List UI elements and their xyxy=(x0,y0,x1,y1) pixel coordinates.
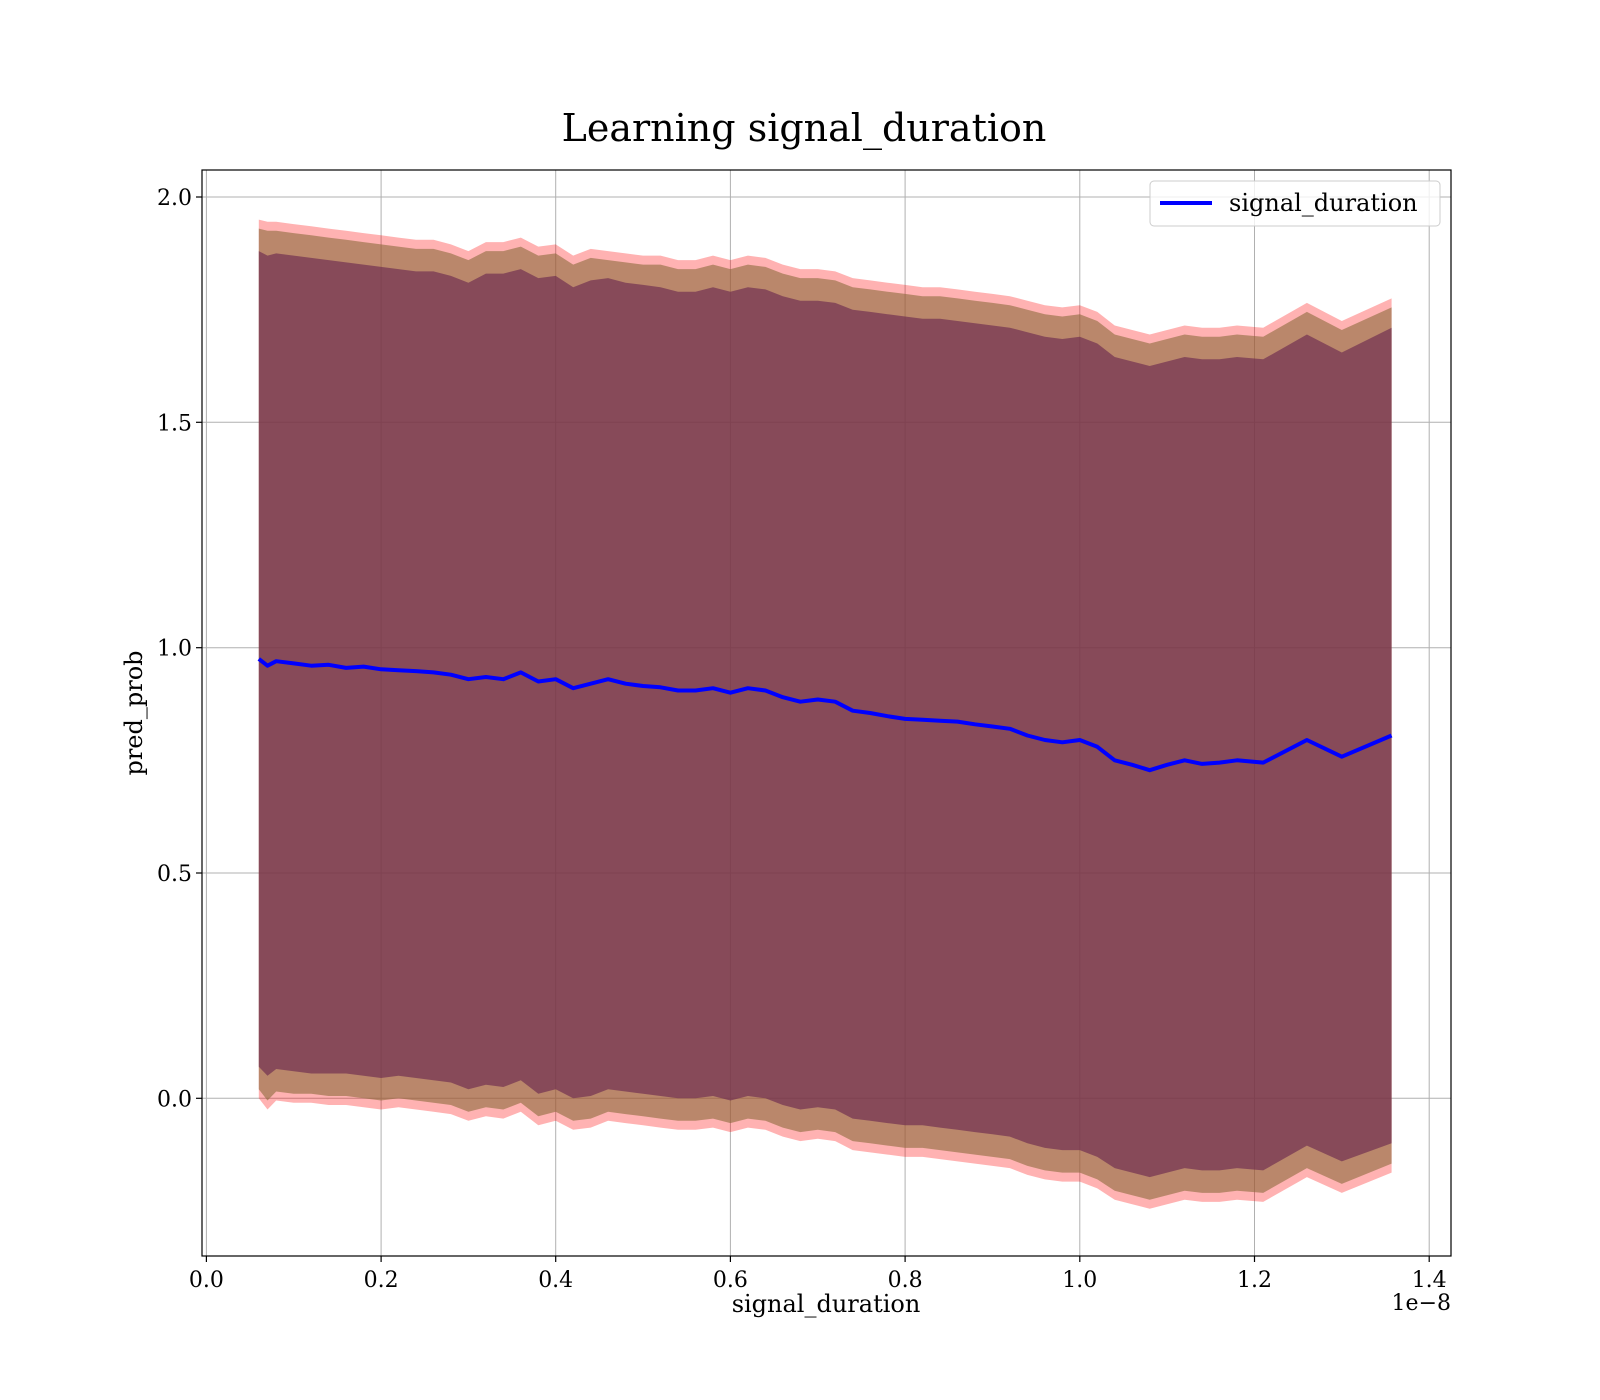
x-tick-label: 0.4 xyxy=(538,1268,573,1293)
x-tick-label: 0.0 xyxy=(189,1268,224,1293)
x-tick-label: 1.2 xyxy=(1237,1268,1272,1293)
confidence-band-inner xyxy=(258,251,1392,1178)
legend-label: signal_duration xyxy=(1229,189,1418,217)
x-tick-label: 0.8 xyxy=(888,1268,923,1293)
y-tick-label: 2.0 xyxy=(157,186,192,211)
y-tick-label: 0.5 xyxy=(157,862,192,887)
confidence-bands xyxy=(258,219,1392,1209)
x-tick-label: 1.0 xyxy=(1062,1268,1097,1293)
series-line-signal-duration xyxy=(257,657,1393,773)
y-tick-label: 1.5 xyxy=(157,411,192,436)
y-tick-label: 0.0 xyxy=(157,1087,192,1112)
x-tick-label: 1.4 xyxy=(1412,1268,1447,1293)
axis-ticks: 0.0 0.2 0.4 0.6 0.8 1.0 1.2 1.4 0.0 0.5 1.0 1.5 2.0 xyxy=(157,186,1447,1293)
series-lines xyxy=(257,657,1393,773)
y-tick-label: 1.0 xyxy=(157,637,192,662)
chart-title: Learning signal_duration xyxy=(562,106,1047,151)
x-axis-offset-label: 1e−8 xyxy=(1392,1291,1451,1316)
plot-area-frame xyxy=(201,169,1452,1257)
legend-box xyxy=(1149,180,1441,227)
x-tick-label: 0.2 xyxy=(364,1268,399,1293)
x-axis-label: signal_duration xyxy=(732,1290,921,1318)
legend: signal_duration xyxy=(1149,180,1441,227)
x-tick-label: 0.6 xyxy=(713,1268,748,1293)
y-axis-label: pred_prob xyxy=(120,650,148,775)
